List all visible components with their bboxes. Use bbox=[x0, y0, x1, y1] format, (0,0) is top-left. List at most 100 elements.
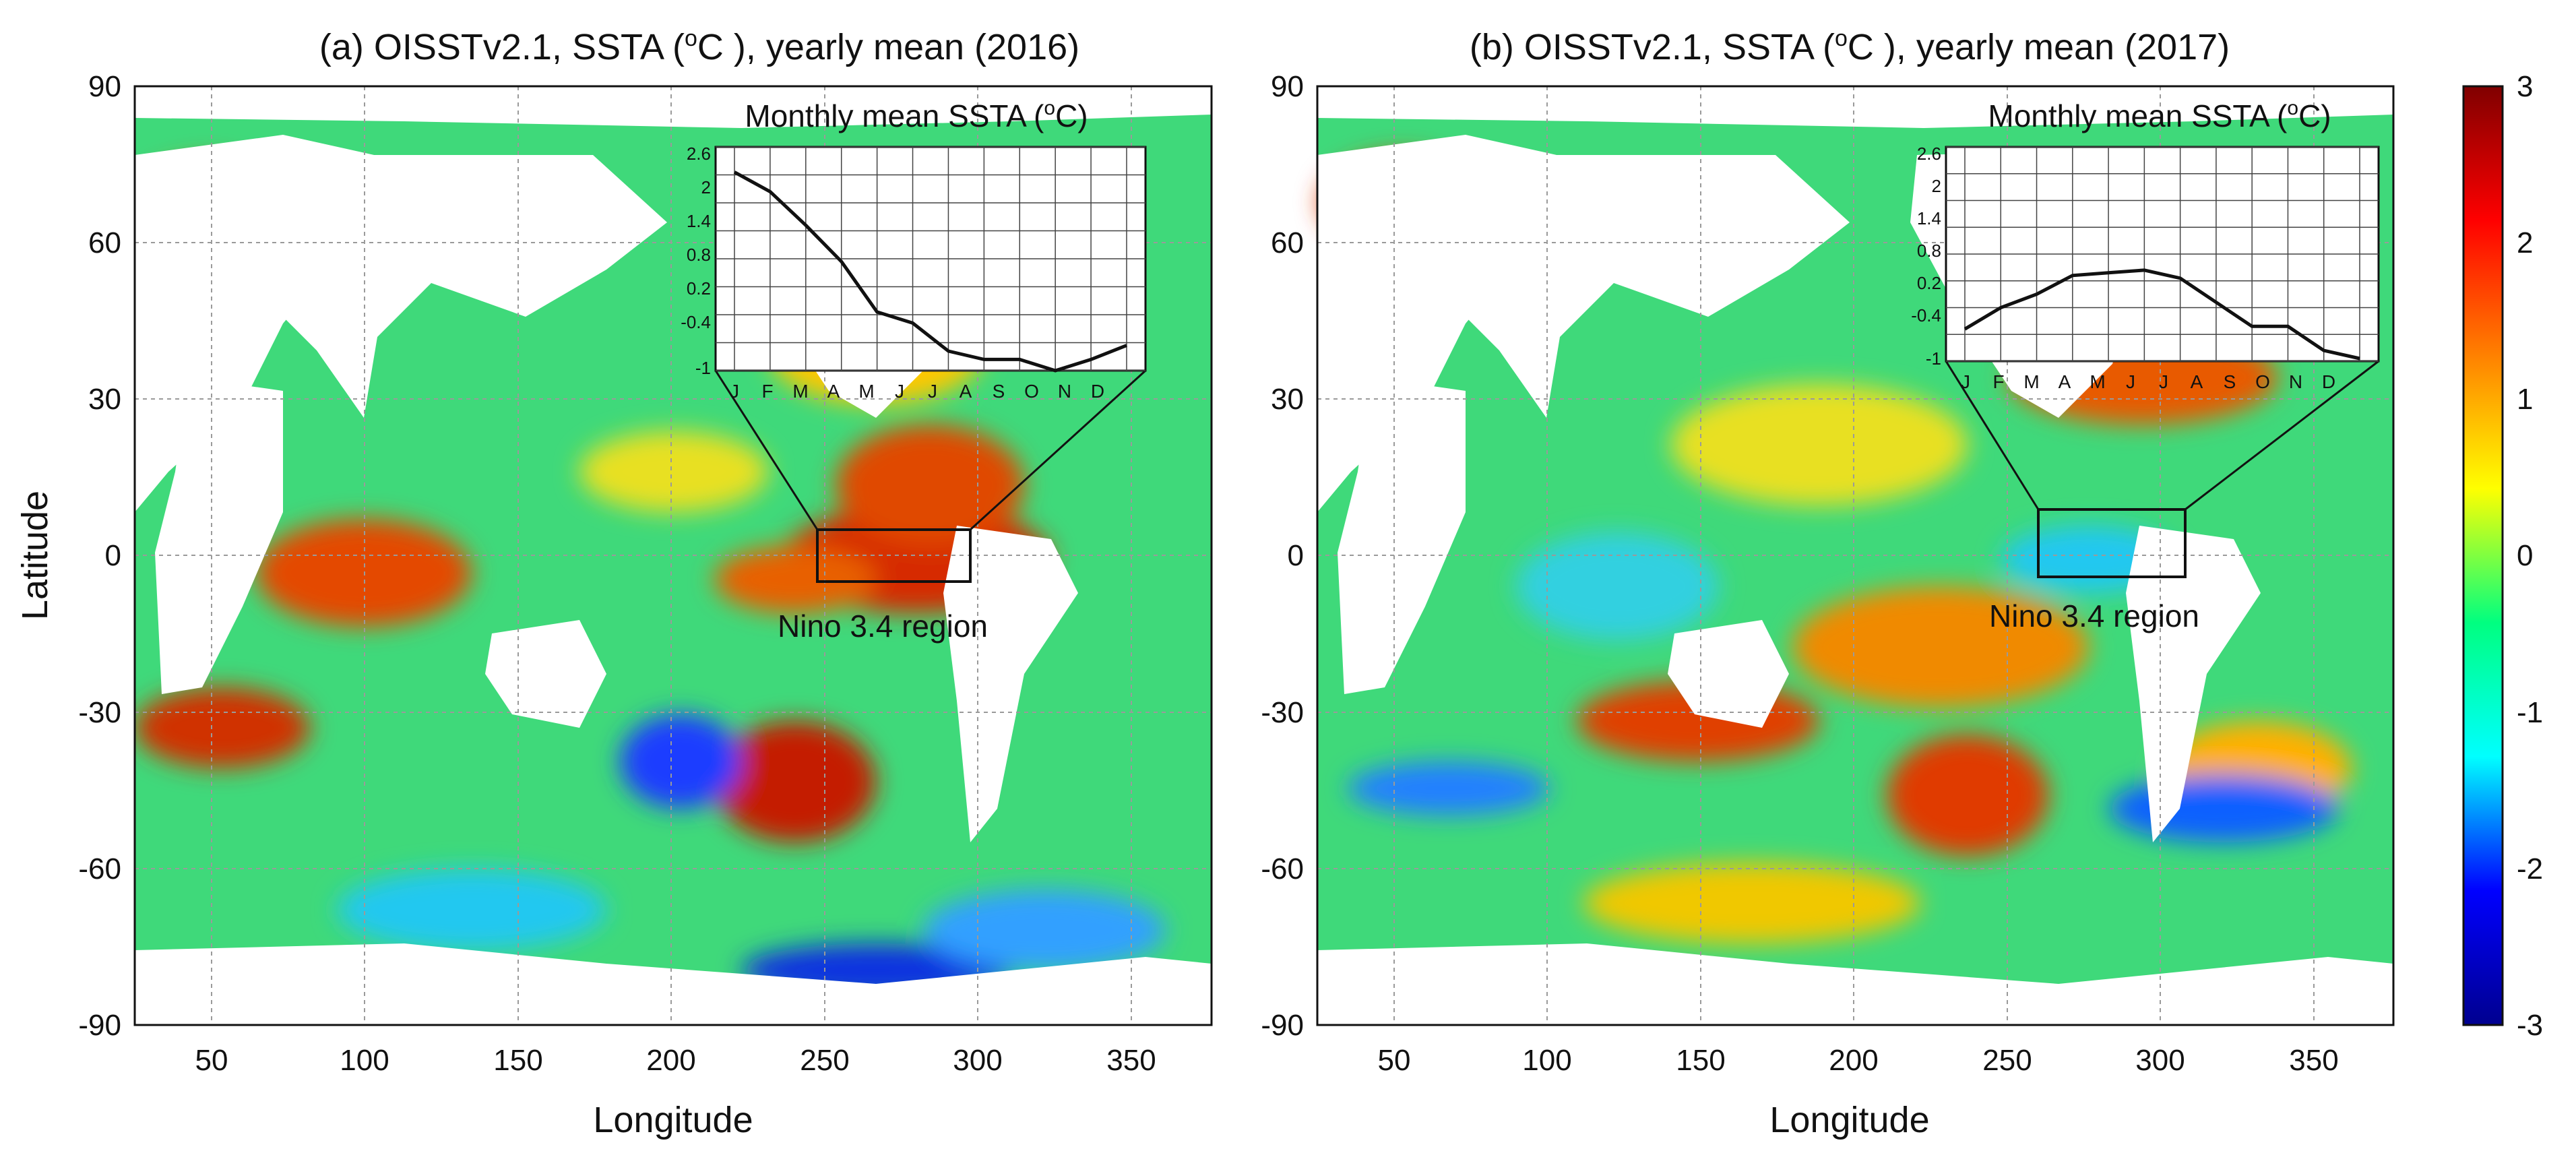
panel-b: (b) OISSTv2.1, SSTA (oC ), yearly mean (… bbox=[1261, 26, 2395, 1140]
inset-month: J bbox=[2159, 371, 2168, 392]
anomaly-blob bbox=[1671, 384, 1968, 505]
x-tick-label: 50 bbox=[1378, 1044, 1411, 1077]
x-tick-label: 100 bbox=[1522, 1044, 1571, 1077]
y-tick-label: -90 bbox=[78, 1009, 121, 1042]
inset-connector bbox=[714, 370, 819, 530]
inset-month: M bbox=[858, 381, 874, 402]
x-tick-label: 100 bbox=[340, 1044, 389, 1077]
land-australia bbox=[1668, 620, 1789, 728]
anomaly-blob bbox=[337, 869, 606, 950]
land-asia bbox=[1466, 155, 1850, 418]
inset-month: M bbox=[2023, 371, 2039, 392]
inset-month: S bbox=[2224, 371, 2236, 392]
x-tick-label: 200 bbox=[1829, 1044, 1878, 1077]
anomaly-blob bbox=[620, 714, 741, 809]
anomaly-blob bbox=[836, 425, 1024, 546]
y-tick-label: -90 bbox=[1261, 1009, 1304, 1042]
x-tick-label: 200 bbox=[646, 1044, 695, 1077]
inset-month: F bbox=[761, 381, 773, 402]
panel-b-frame bbox=[1316, 85, 2395, 1026]
anomaly-blob bbox=[2109, 775, 2338, 842]
inset-month: J bbox=[895, 381, 904, 402]
inset-month: O bbox=[1024, 381, 1039, 402]
inset-y-tick: 1.4 bbox=[1917, 208, 1941, 228]
inset-y-tick: 2 bbox=[1932, 176, 1941, 196]
panel-a-region-label: Nino 3.4 region bbox=[778, 609, 988, 644]
panel-b-inset: Monthly mean SSTA (oC) 2.6 2 1.4 0.8 0.2… bbox=[1911, 97, 2380, 392]
inset-y-tick: -1 bbox=[695, 358, 711, 378]
panel-b-yticks: 90 60 30 0 -30 -60 -90 bbox=[1261, 70, 1304, 1042]
inset-title: Monthly mean SSTA (oC) bbox=[1988, 97, 2331, 133]
y-tick-label: 30 bbox=[1271, 383, 1304, 416]
inset-y-tick: 0.8 bbox=[687, 245, 711, 265]
inset-y-tick: 0.2 bbox=[1917, 273, 1941, 293]
panel-b-nino-box bbox=[2037, 508, 2187, 578]
inset-month: J bbox=[1961, 371, 1970, 392]
inset-y-tick: -1 bbox=[1926, 348, 1941, 369]
colorbar-ticks: 3 2 1 0 -1 -2 -3 bbox=[2517, 70, 2543, 1042]
panel-a-frame bbox=[133, 85, 1213, 1026]
anomaly-blob bbox=[714, 721, 876, 842]
inset-yticks: 2.6 2 1.4 0.8 0.2 -0.4 -1 bbox=[1911, 144, 1941, 369]
inset-month: M bbox=[2090, 371, 2105, 392]
inset-connector bbox=[1945, 361, 2040, 510]
y-tick-label: 0 bbox=[1288, 539, 1304, 572]
anomaly-blob bbox=[1887, 735, 2048, 856]
inset-connector bbox=[969, 369, 1147, 531]
anomaly-blob bbox=[1348, 761, 1550, 815]
inset-month: D bbox=[1091, 381, 1104, 402]
panel-a-nino-box bbox=[816, 528, 972, 583]
anomaly-blob bbox=[579, 431, 768, 512]
y-tick-label: -30 bbox=[1261, 696, 1304, 729]
inset-month: O bbox=[2255, 371, 2270, 392]
colorbar-tick-label: -1 bbox=[2517, 696, 2543, 729]
inset-xticks: J F M A M J J A S O N D bbox=[730, 381, 1104, 402]
x-tick-label: 250 bbox=[800, 1044, 849, 1077]
anomaly-blob bbox=[923, 890, 1166, 970]
land-africa bbox=[1338, 377, 1466, 694]
panel-b-xticks: 50 100 150 200 250 300 350 bbox=[1378, 1044, 2339, 1077]
inset-y-tick: 0.8 bbox=[1917, 241, 1941, 261]
y-tick-label: 60 bbox=[1271, 226, 1304, 259]
x-tick-label: 300 bbox=[2135, 1044, 2185, 1077]
colorbar: 3 2 1 0 -1 -2 -3 bbox=[2462, 70, 2543, 1042]
inset-month: N bbox=[1058, 381, 1071, 402]
land-antarctica bbox=[135, 943, 1212, 1025]
inset-y-tick: -0.4 bbox=[1911, 305, 1941, 325]
x-tick-label: 350 bbox=[1106, 1044, 1156, 1077]
colorbar-tick-label: 0 bbox=[2517, 539, 2533, 572]
inset-month: A bbox=[2059, 371, 2071, 392]
inset-month: S bbox=[993, 381, 1005, 402]
land-antarctica bbox=[1317, 943, 2393, 1025]
panel-a-inset: Monthly mean SSTA (oC) 2.6 2 1.4 0.8 0.2… bbox=[681, 97, 1147, 402]
inset-month: A bbox=[827, 381, 840, 402]
y-tick-label: -60 bbox=[78, 852, 121, 885]
panel-b-region-label: Nino 3.4 region bbox=[1989, 598, 2199, 633]
y-tick-label: -30 bbox=[78, 696, 121, 729]
inset-series-line bbox=[1964, 268, 2360, 361]
inset-grid bbox=[716, 146, 1145, 371]
panel-a: (a) OISSTv2.1, SSTA (oC ), yearly mean (… bbox=[15, 26, 1213, 1140]
colorbar-tick-label: -3 bbox=[2517, 1009, 2543, 1042]
inset-y-tick: 0.2 bbox=[687, 278, 711, 299]
colorbar-tick-label: 1 bbox=[2517, 383, 2533, 416]
x-tick-label: 250 bbox=[1982, 1044, 2032, 1077]
inset-month: J bbox=[928, 381, 937, 402]
inset-y-tick: 2.6 bbox=[687, 144, 711, 164]
inset-month: J bbox=[2126, 371, 2135, 392]
inset-xticks: J F M A M J J A S O N D bbox=[1961, 371, 2335, 392]
colorbar-tick-label: -2 bbox=[2517, 852, 2543, 885]
y-tick-label: -60 bbox=[1261, 852, 1304, 885]
y-tick-label: 60 bbox=[88, 226, 121, 259]
panel-b-xlabel: Longitude bbox=[1769, 1100, 1929, 1140]
colorbar-tick-label: 2 bbox=[2517, 226, 2533, 259]
land-australia bbox=[485, 620, 606, 728]
inset-y-tick: 2 bbox=[701, 177, 711, 197]
inset-y-tick: 2.6 bbox=[1917, 144, 1941, 164]
land-asia bbox=[283, 155, 667, 418]
x-tick-label: 150 bbox=[1676, 1044, 1725, 1077]
panel-a-xlabel: Longitude bbox=[593, 1100, 753, 1140]
y-tick-label: 0 bbox=[105, 539, 121, 572]
inset-y-tick: 1.4 bbox=[687, 211, 711, 231]
inset-connector bbox=[2185, 360, 2379, 511]
